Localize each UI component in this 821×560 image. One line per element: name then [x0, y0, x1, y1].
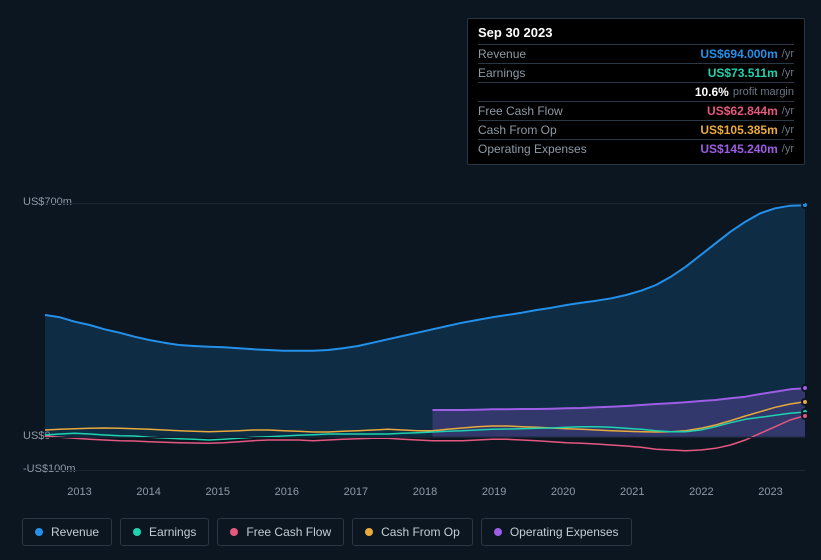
- legend-item[interactable]: Free Cash Flow: [217, 518, 344, 546]
- tooltip-row-label: Operating Expenses: [478, 142, 587, 156]
- tooltip-row-unit: /yr: [782, 105, 794, 117]
- legend-item[interactable]: Earnings: [120, 518, 209, 546]
- legend-dot-icon: [365, 528, 373, 536]
- series-end-marker: [801, 412, 809, 420]
- x-axis-label: 2020: [551, 486, 575, 498]
- x-axis-label: 2013: [67, 486, 91, 498]
- legend-dot-icon: [133, 528, 141, 536]
- legend-label: Operating Expenses: [510, 525, 619, 539]
- x-axis-labels: 2013 2014 2015 2016 2017 2018 2019 2020 2021 2022…: [15, 486, 805, 506]
- tooltip-date: Sep 30 2023: [478, 25, 794, 44]
- x-axis-label: 2018: [413, 486, 437, 498]
- x-axis-label: 2014: [136, 486, 160, 498]
- series-end-marker: [801, 398, 809, 406]
- tooltip-row: Free Cash Flow US$62.844m/yr: [478, 101, 794, 120]
- tooltip-row-unit: /yr: [782, 67, 794, 79]
- tooltip-row: Operating Expenses US$145.240m/yr: [478, 139, 794, 158]
- series-end-marker: [801, 384, 809, 392]
- legend-dot-icon: [35, 528, 43, 536]
- tooltip-row-unit: /yr: [782, 48, 794, 60]
- legend-label: Free Cash Flow: [246, 525, 331, 539]
- x-axis-label: 2017: [344, 486, 368, 498]
- legend-label: Cash From Op: [381, 525, 460, 539]
- x-axis-label: 2022: [689, 486, 713, 498]
- tooltip-row-unit: profit margin: [733, 86, 794, 98]
- legend-item[interactable]: Revenue: [22, 518, 112, 546]
- chart-area: US$700mUS$0-US$100m: [15, 160, 805, 475]
- legend: Revenue Earnings Free Cash Flow Cash From O…: [22, 518, 632, 546]
- gridline: [45, 203, 805, 204]
- tooltip-row: Earnings US$73.511m/yr: [478, 63, 794, 82]
- x-axis-label: 2016: [275, 486, 299, 498]
- legend-label: Earnings: [149, 525, 196, 539]
- legend-item[interactable]: Operating Expenses: [481, 518, 632, 546]
- tooltip-row-amount: US$105.385m: [700, 123, 777, 137]
- tooltip-row: 10.6% profit margin: [478, 82, 794, 101]
- legend-label: Revenue: [51, 525, 99, 539]
- tooltip-row-label: Earnings: [478, 66, 525, 80]
- tooltip-row-label: Cash From Op: [478, 123, 557, 137]
- tooltip-row: Revenue US$694.000m/yr: [478, 44, 794, 63]
- x-axis-label: 2015: [205, 486, 229, 498]
- tooltip-row-unit: /yr: [782, 143, 794, 155]
- legend-item[interactable]: Cash From Op: [352, 518, 473, 546]
- x-axis-label: 2019: [482, 486, 506, 498]
- tooltip-row-amount: US$145.240m: [700, 142, 777, 156]
- tooltip-row-unit: /yr: [782, 124, 794, 136]
- tooltip-panel: Sep 30 2023 RevenueUS$694.000m/yrEarning…: [467, 18, 805, 165]
- tooltip-row-amount: 10.6%: [695, 85, 729, 99]
- tooltip-row-amount: US$73.511m: [708, 66, 778, 80]
- x-axis-label: 2023: [758, 486, 782, 498]
- gridline: [45, 437, 805, 438]
- x-axis-label: 2021: [620, 486, 644, 498]
- tooltip-row-amount: US$62.844m: [707, 104, 778, 118]
- tooltip-row-label: Free Cash Flow: [478, 104, 563, 118]
- gridline: [45, 470, 805, 471]
- legend-dot-icon: [230, 528, 238, 536]
- tooltip-row-label: Revenue: [478, 47, 526, 61]
- tooltip-row-amount: US$694.000m: [700, 47, 777, 61]
- chart-plot[interactable]: [45, 170, 805, 470]
- tooltip-row: Cash From Op US$105.385m/yr: [478, 120, 794, 139]
- legend-dot-icon: [494, 528, 502, 536]
